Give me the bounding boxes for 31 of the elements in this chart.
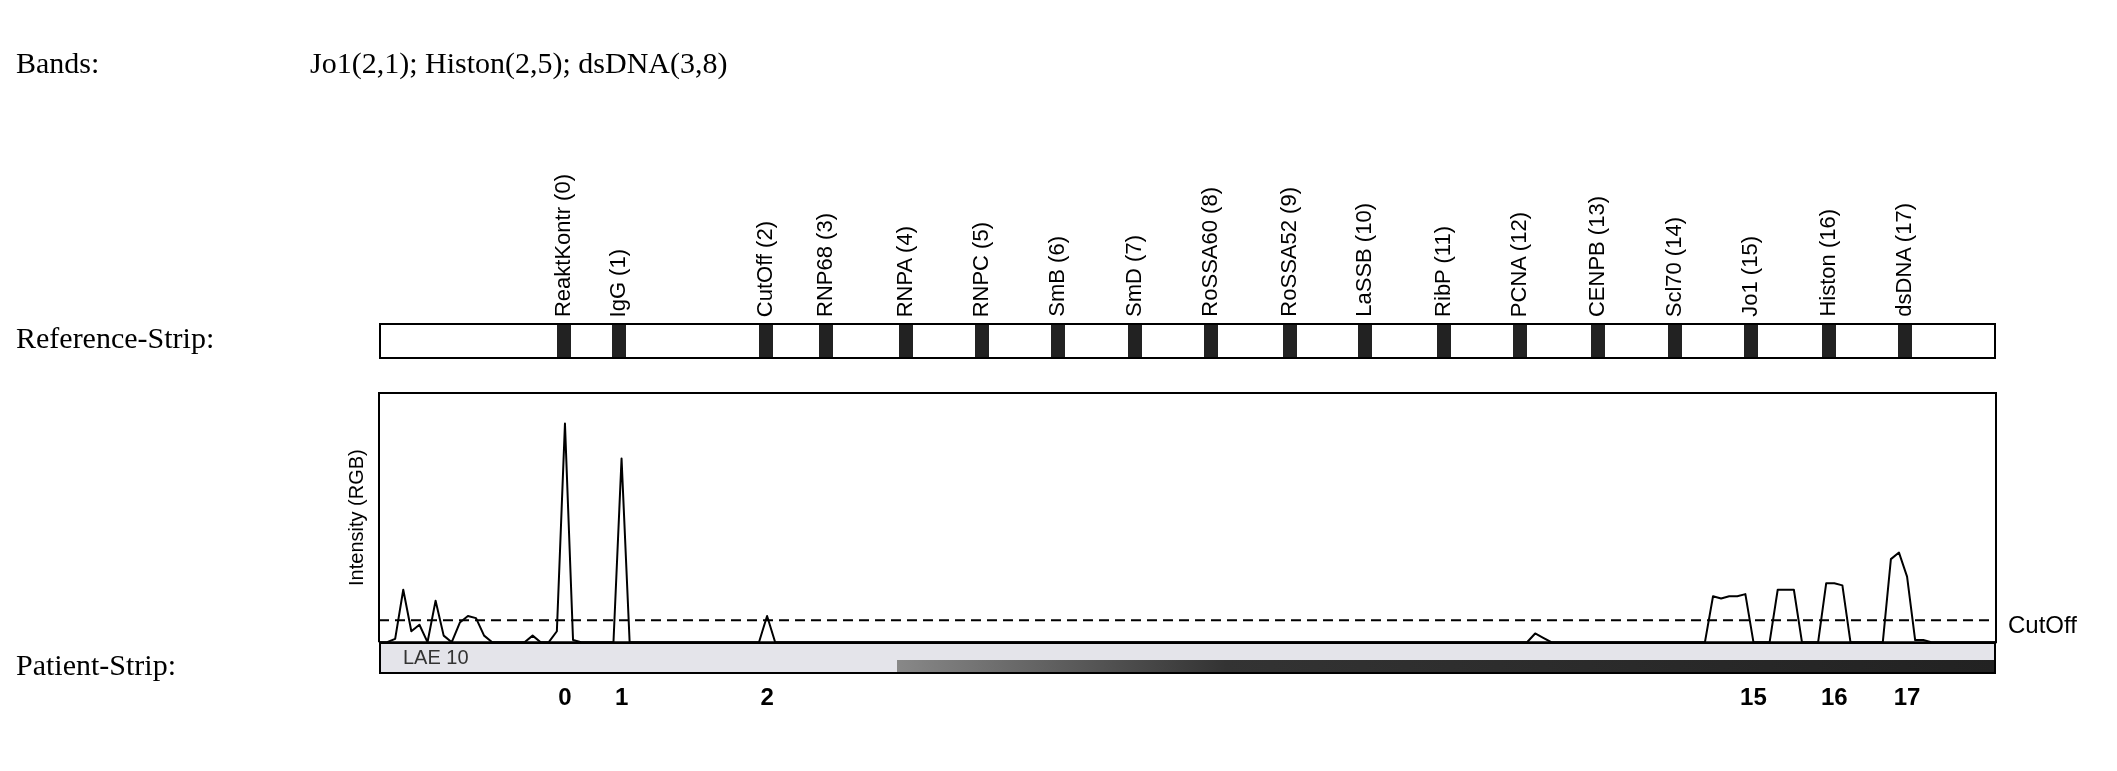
x-tick-label: 0: [558, 683, 572, 711]
text: PCNA (12): [1505, 211, 1532, 317]
patient-strip: LAE 10: [379, 642, 1996, 675]
text: RoSSA52 (9): [1276, 187, 1303, 317]
text: SmD (7): [1121, 235, 1148, 317]
x-tick-label: 16: [1820, 683, 1848, 711]
text: RibP (11): [1429, 226, 1456, 317]
text: Jo1(2,1); Histon(2,5); dsDNA(3,8): [310, 46, 728, 80]
text: Reference-Strip:: [16, 321, 215, 355]
x-tick-label: 2: [760, 683, 774, 711]
text: Bands:: [16, 46, 100, 80]
text: RNPC (5): [967, 221, 994, 317]
ref-line-label: CutOff: [2008, 610, 2078, 638]
x-tick-label: 1: [614, 683, 629, 711]
text: Patient-Strip:: [16, 648, 176, 683]
text: dsDNA (17): [1890, 203, 1917, 317]
x-tick-label: 15: [1740, 683, 1767, 711]
text: RNP68 (3): [812, 213, 839, 317]
text: Histon (16): [1814, 209, 1841, 317]
text: IgG (1): [605, 248, 632, 317]
text: RoSSA60 (8): [1197, 187, 1224, 317]
text: SmB (6): [1043, 236, 1070, 317]
text: LaSSB (10): [1350, 203, 1377, 317]
text: RNPA (4): [891, 225, 918, 317]
text: Jo1 (15): [1737, 236, 1764, 317]
y-axis-title: Intensity (RGB): [344, 449, 367, 586]
text: Scl70 (14): [1661, 216, 1688, 317]
text: ReaktKontr (0): [550, 173, 577, 317]
text: CENPB (13): [1583, 195, 1610, 317]
text: CutOff (2): [752, 220, 779, 317]
x-tick-label: 17: [1893, 683, 1921, 711]
